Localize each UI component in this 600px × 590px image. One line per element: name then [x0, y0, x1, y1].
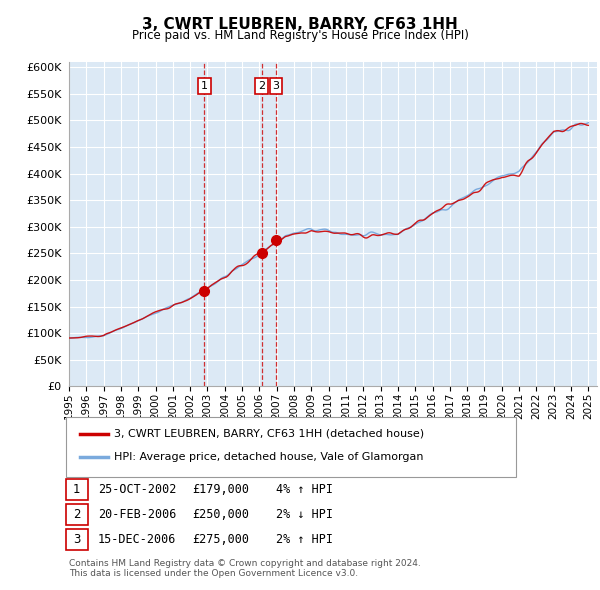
Text: 1: 1: [73, 483, 80, 496]
Text: 20-FEB-2006: 20-FEB-2006: [98, 508, 176, 521]
Text: 2% ↑ HPI: 2% ↑ HPI: [276, 533, 333, 546]
Text: 3, CWRT LEUBREN, BARRY, CF63 1HH: 3, CWRT LEUBREN, BARRY, CF63 1HH: [142, 17, 458, 31]
Text: 15-DEC-2006: 15-DEC-2006: [98, 533, 176, 546]
Text: 4% ↑ HPI: 4% ↑ HPI: [276, 483, 333, 496]
Text: £250,000: £250,000: [192, 508, 249, 521]
Text: 3: 3: [73, 533, 80, 546]
Text: 1: 1: [201, 81, 208, 91]
Text: £275,000: £275,000: [192, 533, 249, 546]
Text: £179,000: £179,000: [192, 483, 249, 496]
Text: 2: 2: [258, 81, 265, 91]
Text: 2: 2: [73, 508, 80, 521]
Text: HPI: Average price, detached house, Vale of Glamorgan: HPI: Average price, detached house, Vale…: [114, 453, 424, 462]
Text: 2% ↓ HPI: 2% ↓ HPI: [276, 508, 333, 521]
Text: 3: 3: [272, 81, 280, 91]
Text: Price paid vs. HM Land Registry's House Price Index (HPI): Price paid vs. HM Land Registry's House …: [131, 30, 469, 42]
Text: 25-OCT-2002: 25-OCT-2002: [98, 483, 176, 496]
Text: 3, CWRT LEUBREN, BARRY, CF63 1HH (detached house): 3, CWRT LEUBREN, BARRY, CF63 1HH (detach…: [114, 429, 424, 438]
Text: This data is licensed under the Open Government Licence v3.0.: This data is licensed under the Open Gov…: [69, 569, 358, 578]
Text: Contains HM Land Registry data © Crown copyright and database right 2024.: Contains HM Land Registry data © Crown c…: [69, 559, 421, 568]
